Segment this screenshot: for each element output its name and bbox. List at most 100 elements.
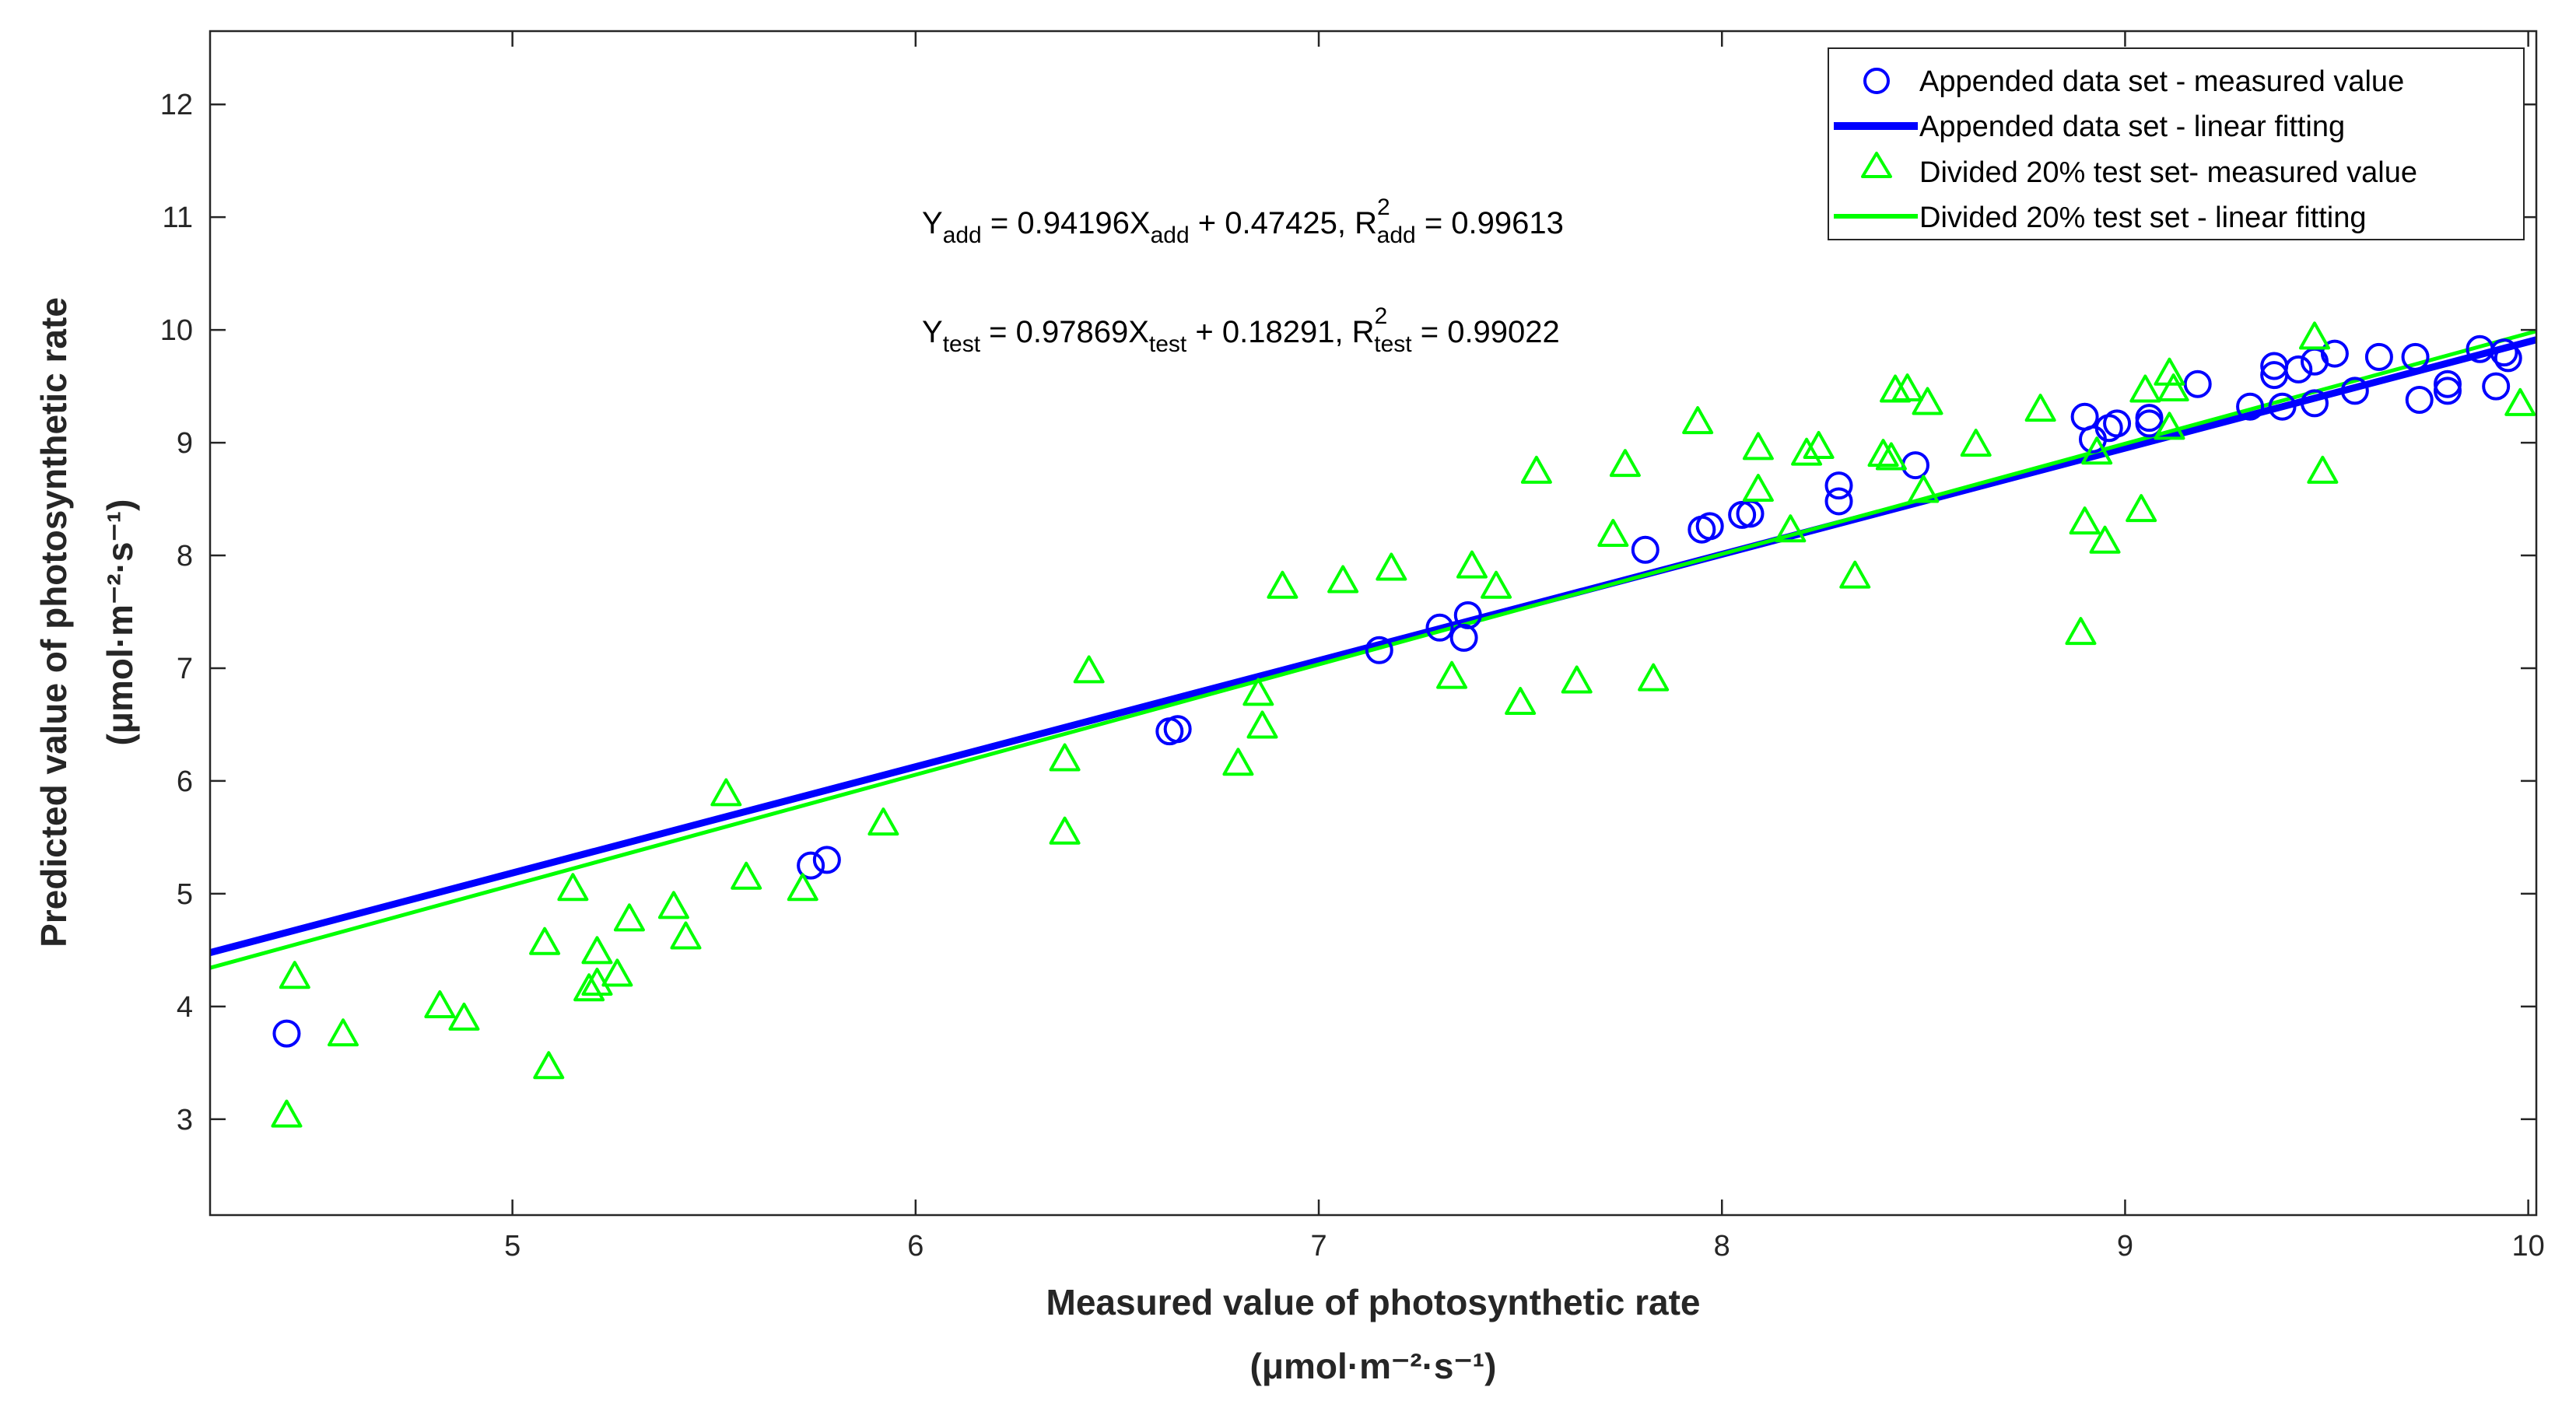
- x-tick-label: 9: [2117, 1230, 2133, 1263]
- test-point-0: [271, 1099, 303, 1128]
- test-point-40: [1775, 514, 1807, 543]
- appended-point-1: [797, 851, 825, 880]
- test-point-34: [1597, 519, 1629, 548]
- test-point-28: [1436, 660, 1468, 689]
- test-point-11: [601, 958, 633, 987]
- appended-point-34: [2401, 342, 2430, 371]
- test-point-19: [1049, 743, 1081, 772]
- y-tick-label: 4: [177, 991, 193, 1024]
- legend-triangle-marker: [1861, 152, 1892, 178]
- test-point-27: [1376, 552, 1407, 581]
- test-point-54: [2081, 436, 2113, 465]
- appended-point-39: [2482, 372, 2511, 401]
- appended-point-31: [2320, 339, 2349, 368]
- test-point-16: [731, 861, 762, 890]
- test-point-6: [533, 1051, 565, 1080]
- appended-point-30: [2300, 389, 2329, 418]
- y-axis-units: (μmol·m⁻²·s⁻¹): [100, 499, 140, 746]
- appended-point-23: [2183, 370, 2212, 398]
- test-point-25: [1267, 570, 1299, 599]
- appended-point-15: [1824, 471, 1853, 500]
- test-point-20: [1049, 816, 1081, 845]
- test-point-49: [1908, 475, 1940, 503]
- test-point-31: [1505, 687, 1537, 716]
- y-axis-title: Predicted value of photosynthetic rate: [33, 297, 74, 947]
- test-point-24: [1246, 710, 1278, 739]
- x-tick-label: 6: [907, 1230, 924, 1263]
- appended-point-20: [2103, 409, 2132, 438]
- test-point-13: [657, 891, 689, 919]
- ticks: 5 6 7 8 9 10 3 4 5 6 7 8 9 10 11 12: [160, 31, 2545, 1263]
- appended-point-27: [2268, 392, 2297, 421]
- test-point-17: [787, 873, 818, 902]
- legend-circle-marker: [1863, 68, 1890, 94]
- legend-entry-appended-measured: Appended data set - measured value: [1919, 65, 2404, 98]
- appended-point-6: [1425, 613, 1454, 642]
- appended-point-11: [1695, 512, 1724, 541]
- x-axis-units: (μmol·m⁻²·s⁻¹): [1250, 1346, 1497, 1386]
- test-point-23: [1242, 678, 1274, 706]
- y-tick-label: 11: [163, 201, 193, 234]
- test-point-12: [613, 903, 645, 932]
- legend-entry-test-fit: Divided 20% test set - linear fitting: [1919, 201, 2367, 234]
- appended-point-5: [1365, 636, 1393, 664]
- y-tick-label: 9: [177, 427, 193, 460]
- test-point-42: [1803, 430, 1835, 459]
- x-tick-label: 5: [504, 1230, 520, 1263]
- y-tick-label: 8: [177, 540, 193, 573]
- y-tick-label: 5: [177, 878, 193, 911]
- fit-line-0: [209, 336, 2538, 956]
- legend-entry-appended-fit: Appended data set - linear fitting: [1919, 110, 2345, 143]
- test-point-14: [670, 921, 702, 950]
- test-point-21: [1073, 655, 1105, 684]
- appended-point-4: [1163, 715, 1192, 744]
- test-point-8: [573, 973, 605, 1002]
- x-tick-label: 8: [1714, 1230, 1730, 1263]
- appended-point-0: [272, 1019, 301, 1048]
- equation-add: Yadd = 0.94196Xadd + 0.47425, R2 add = 0.…: [922, 194, 1564, 248]
- appended-point-14: [1824, 487, 1853, 516]
- y-tick-label: 12: [160, 89, 193, 121]
- test-point-29: [1456, 550, 1488, 579]
- x-tick-label: 7: [1310, 1230, 1327, 1263]
- test-point-22: [1222, 748, 1254, 776]
- test-point-9: [581, 936, 613, 965]
- axes-box: [209, 30, 2538, 1217]
- test-point-26: [1327, 565, 1359, 594]
- test-point-39: [1742, 474, 1774, 503]
- test-point-56: [2126, 494, 2157, 523]
- appended-point-9: [1631, 535, 1660, 564]
- appended-point-28: [2284, 355, 2313, 384]
- y-tick-label: 3: [177, 1104, 193, 1137]
- test-point-51: [2024, 394, 2056, 422]
- test-point-59: [2154, 412, 2185, 440]
- test-point-55: [2089, 525, 2121, 554]
- appended-point-7: [1449, 623, 1478, 652]
- test-point-57: [2129, 374, 2161, 403]
- test-point-3: [424, 989, 456, 1018]
- legend: Appended data set - measured value Appen…: [1828, 47, 2525, 240]
- test-point-36: [1638, 663, 1670, 692]
- test-point-5: [529, 926, 561, 955]
- appended-point-8: [1453, 601, 1482, 629]
- appended-point-2: [812, 846, 841, 874]
- legend-box: [1828, 47, 2525, 240]
- test-point-60: [2157, 373, 2189, 402]
- test-point-38: [1742, 432, 1774, 461]
- test-point-35: [1609, 449, 1641, 478]
- test-point-37: [1682, 406, 1714, 435]
- equation-test: Ytest = 0.97869Xtest + 0.18291, R2 test =…: [922, 303, 1560, 357]
- test-point-1: [279, 961, 310, 989]
- test-point-18: [867, 807, 899, 836]
- test-point-44: [1867, 439, 1899, 468]
- y-tick-label: 10: [160, 314, 193, 347]
- test-point-4: [448, 1002, 480, 1031]
- test-point-32: [1520, 455, 1552, 484]
- test-point-15: [710, 778, 742, 807]
- appended-point-22: [2135, 409, 2164, 438]
- test-point-43: [1839, 560, 1871, 589]
- test-point-45: [1875, 442, 1907, 471]
- test-point-62: [2307, 455, 2339, 484]
- test-point-52: [2065, 617, 2097, 646]
